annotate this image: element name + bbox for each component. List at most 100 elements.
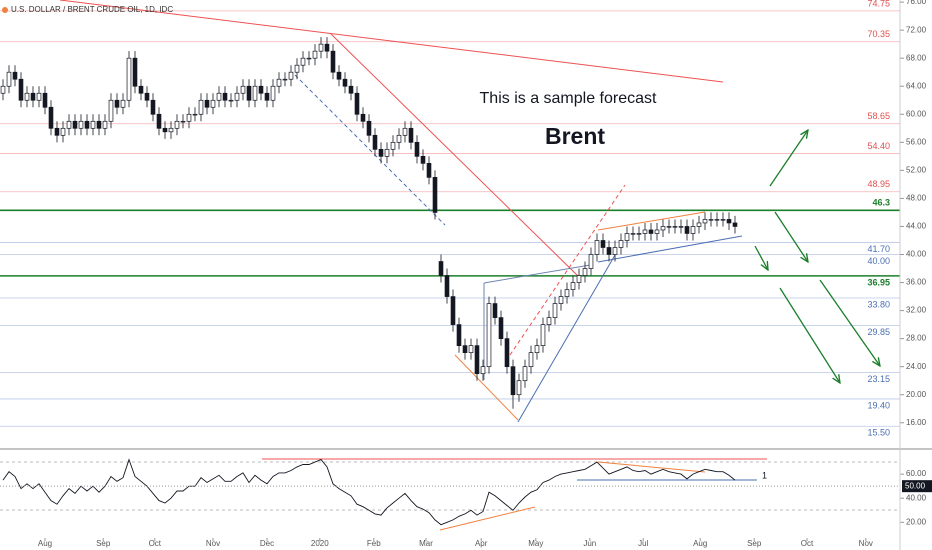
y-tick-label: 36.00 <box>906 278 927 287</box>
candle-body <box>30 92 36 101</box>
arrow <box>819 279 880 366</box>
candle-body <box>336 71 342 80</box>
x-tick-label: Aug <box>38 539 52 548</box>
candle-body <box>234 92 240 101</box>
candle-body <box>666 226 672 228</box>
candle-body <box>138 85 144 94</box>
candle-body <box>546 317 552 325</box>
candle-body <box>6 71 12 87</box>
trendline <box>597 235 743 263</box>
candle-body <box>708 219 714 221</box>
y-tick-label: 72.00 <box>906 25 927 34</box>
candle-body <box>330 50 336 73</box>
trendline <box>454 354 519 421</box>
candle-body <box>144 92 150 101</box>
candle-body <box>294 64 300 73</box>
candle-body <box>360 113 366 122</box>
x-tick-label: Jun <box>583 539 596 548</box>
candle-body <box>228 99 234 102</box>
asset-name: Brent <box>545 123 605 149</box>
candle-body <box>270 85 276 101</box>
candle-body <box>198 99 204 115</box>
candle-body <box>246 85 252 101</box>
level-label: 33.80 <box>867 299 890 309</box>
y-tick-label: 16.00 <box>906 418 927 427</box>
x-tick-label: Jul <box>638 539 648 548</box>
candle-body <box>402 127 408 136</box>
y-tick-label: 48.00 <box>906 194 927 203</box>
y-tick-label: 44.00 <box>906 222 927 231</box>
y-tick-label: 20.00 <box>906 390 927 399</box>
x-tick-label: Dec <box>260 539 274 548</box>
rsi-note: 1 <box>762 470 767 480</box>
candle-body <box>180 120 186 123</box>
candle-body <box>186 113 192 122</box>
y-tick-label: 64.00 <box>906 81 927 90</box>
x-tick-label: Nov <box>206 539 220 548</box>
candle-body <box>54 127 60 136</box>
y-tick-label: 68.00 <box>906 53 927 62</box>
trendline <box>329 32 579 277</box>
candle-body <box>390 141 396 150</box>
candle-body <box>48 106 54 129</box>
rsi-line <box>2 458 736 526</box>
candle-body <box>594 240 600 255</box>
candle-body <box>660 226 666 231</box>
forecast-note: This is a sample forecast <box>480 90 658 107</box>
y-tick-label: 40.00 <box>906 250 927 259</box>
candle-body <box>450 296 456 325</box>
candle-body <box>528 352 534 368</box>
candle-body <box>714 219 720 221</box>
x-tick-label: Aug <box>693 539 707 548</box>
candle-body <box>366 120 372 136</box>
candle-body <box>150 99 156 115</box>
rsi-tick-label: 50.00 <box>905 481 926 490</box>
candle-body <box>600 240 606 248</box>
trendline <box>483 264 591 284</box>
level-label: 48.95 <box>867 179 890 189</box>
candle-body <box>474 345 480 375</box>
candle-body <box>414 141 420 157</box>
candle-body <box>222 92 228 101</box>
candle-body <box>516 380 522 396</box>
candle-body <box>168 127 174 133</box>
candle-body <box>396 134 402 143</box>
candle-body <box>204 99 210 108</box>
candle-body <box>66 120 72 129</box>
candle-body <box>540 324 546 346</box>
level-label: 41.70 <box>867 244 890 254</box>
candle-body <box>240 85 246 94</box>
chart-title: U.S. DOLLAR / BRENT CRUDE OIL, 1D, IDC <box>11 5 173 14</box>
candle-body <box>264 92 270 101</box>
y-tick-label: 28.00 <box>906 334 927 343</box>
candle-body <box>702 219 708 224</box>
candle-body <box>522 366 528 382</box>
rsi-tick-label: 20.00 <box>906 517 927 526</box>
trendline <box>509 184 626 356</box>
level-label: 46.3 <box>872 198 890 208</box>
y-tick-label: 56.00 <box>906 137 927 146</box>
candle-body <box>624 233 630 241</box>
x-tick-label: Feb <box>367 539 381 548</box>
y-tick-label: 60.00 <box>906 109 927 118</box>
candle-body <box>582 268 588 276</box>
candle-body <box>504 338 510 368</box>
candle-body <box>120 99 126 108</box>
symbol-icon <box>2 7 8 13</box>
candle-body <box>192 113 198 116</box>
candle-body <box>216 92 222 101</box>
candle-body <box>696 222 702 227</box>
candle-body <box>60 127 66 136</box>
x-tick-label: Sep <box>747 539 762 548</box>
trendline <box>517 254 616 423</box>
candle-body <box>378 148 384 157</box>
candle-body <box>564 289 570 297</box>
level-label: 58.65 <box>867 111 890 121</box>
trendlines <box>59 0 743 423</box>
rsi-label-box <box>902 480 932 493</box>
candle-body <box>36 92 42 101</box>
candle-body <box>114 99 120 108</box>
axes: 16.00 20.00 24.00 28.00 32.00 36.00 40.00 44.00… <box>38 0 927 548</box>
